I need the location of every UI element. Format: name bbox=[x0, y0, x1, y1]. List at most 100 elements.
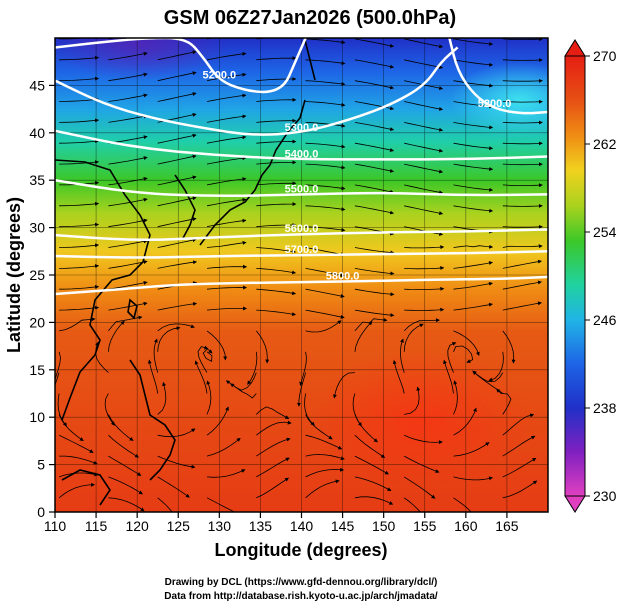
streamline bbox=[157, 428, 196, 438]
streamline bbox=[453, 302, 493, 311]
credit-line-2: Data from http://database.rish.kyoto-u.a… bbox=[164, 591, 438, 602]
coastline-korea bbox=[174, 174, 196, 241]
streamline bbox=[108, 260, 148, 269]
streamline bbox=[404, 386, 421, 415]
streamline bbox=[404, 286, 445, 291]
streamline bbox=[305, 414, 333, 440]
streamline bbox=[206, 380, 212, 415]
streamline bbox=[256, 437, 291, 457]
streamline bbox=[305, 288, 345, 298]
y-axis-label: Latitude (degrees) bbox=[4, 197, 24, 353]
streamline bbox=[404, 434, 443, 445]
x-tick-label: 115 bbox=[85, 518, 108, 534]
colorbar-tick-label: 230 bbox=[593, 488, 617, 504]
streamline bbox=[59, 455, 98, 465]
streamline bbox=[59, 305, 100, 311]
streamline bbox=[404, 455, 440, 473]
streamline bbox=[502, 99, 543, 104]
streamline bbox=[157, 301, 198, 311]
streamline bbox=[354, 80, 395, 90]
streamline bbox=[354, 184, 395, 194]
streamline bbox=[453, 476, 493, 481]
streamline bbox=[502, 183, 543, 188]
streamline bbox=[296, 372, 306, 407]
y-tick-label: 40 bbox=[29, 125, 45, 141]
x-axis-label: Longitude (degrees) bbox=[214, 540, 387, 560]
streamline bbox=[157, 455, 196, 469]
streamline bbox=[488, 351, 504, 382]
streamline bbox=[453, 281, 493, 290]
streamline bbox=[305, 142, 346, 149]
streamline bbox=[256, 118, 297, 123]
streamline bbox=[502, 203, 543, 208]
streamline bbox=[472, 370, 504, 383]
contour-5500-0 bbox=[55, 178, 548, 197]
streamline bbox=[95, 341, 109, 373]
streamline bbox=[153, 338, 159, 373]
contour-5300-0 bbox=[55, 46, 459, 136]
streamline bbox=[108, 414, 134, 441]
streamline bbox=[59, 55, 100, 61]
streamline bbox=[197, 345, 209, 373]
contour-label: 5600.0 bbox=[285, 223, 319, 235]
streamline bbox=[403, 318, 440, 332]
streamline bbox=[354, 455, 389, 475]
streamline bbox=[206, 285, 248, 290]
streamline bbox=[502, 58, 543, 63]
streamline bbox=[108, 434, 139, 458]
credit-line-1: Drawing by DCL (https://www.gfd-dennou.o… bbox=[165, 577, 438, 588]
streamline bbox=[305, 205, 346, 212]
streamline bbox=[453, 163, 494, 171]
streamline bbox=[305, 454, 345, 461]
x-axis: 110 115 120 125 130 135 140 145 150 155 160 165 bbox=[44, 512, 519, 534]
streamline bbox=[108, 218, 148, 228]
streamline bbox=[108, 315, 143, 332]
streamline bbox=[256, 181, 297, 186]
streamline bbox=[453, 142, 494, 151]
streamline bbox=[108, 197, 148, 207]
colorbar: 230 238 246 254 262 270 bbox=[564, 39, 617, 513]
streamline bbox=[354, 59, 395, 69]
streamline bbox=[108, 476, 143, 495]
contour-label: 5800.0 bbox=[326, 271, 360, 283]
streamline bbox=[453, 122, 494, 130]
plot-area: 5200.0 5200.0 5300.0 5400.0 5500.0 5600.0 5700… bbox=[55, 38, 548, 512]
grid-lines bbox=[55, 38, 548, 512]
streamline bbox=[354, 309, 395, 318]
streamline bbox=[502, 141, 543, 146]
contour-5200-0 bbox=[55, 38, 307, 94]
x-tick-label: 120 bbox=[125, 518, 149, 534]
streamline bbox=[404, 266, 445, 271]
y-tick-label: 25 bbox=[29, 267, 45, 283]
streamline bbox=[453, 345, 474, 363]
streamline bbox=[157, 154, 197, 165]
colorbar-top-cap bbox=[564, 39, 586, 57]
colorbar-tick-label: 238 bbox=[593, 400, 617, 416]
streamline bbox=[443, 359, 454, 394]
y-tick-label: 30 bbox=[29, 220, 45, 236]
x-tick-label: 165 bbox=[495, 518, 519, 534]
streamline bbox=[206, 156, 247, 165]
streamline bbox=[453, 497, 472, 512]
streamline bbox=[502, 457, 537, 478]
streamline bbox=[108, 301, 148, 311]
streamline bbox=[404, 142, 444, 153]
y-tick-label: 10 bbox=[29, 409, 45, 425]
streamline bbox=[206, 51, 247, 61]
streamline bbox=[256, 406, 290, 419]
streamline bbox=[256, 457, 290, 478]
streamline bbox=[108, 114, 148, 123]
streamline bbox=[157, 326, 181, 352]
streamline bbox=[404, 245, 445, 250]
streamline bbox=[299, 351, 307, 386]
streamline bbox=[256, 420, 292, 436]
streamline bbox=[108, 156, 148, 165]
streamline bbox=[206, 197, 247, 207]
streamline bbox=[256, 288, 297, 296]
coastline-asia-mainland bbox=[55, 159, 151, 421]
streamline bbox=[59, 118, 100, 123]
streamline bbox=[57, 393, 67, 427]
wind-streamlines bbox=[55, 38, 543, 512]
x-tick-label: 160 bbox=[454, 518, 478, 534]
